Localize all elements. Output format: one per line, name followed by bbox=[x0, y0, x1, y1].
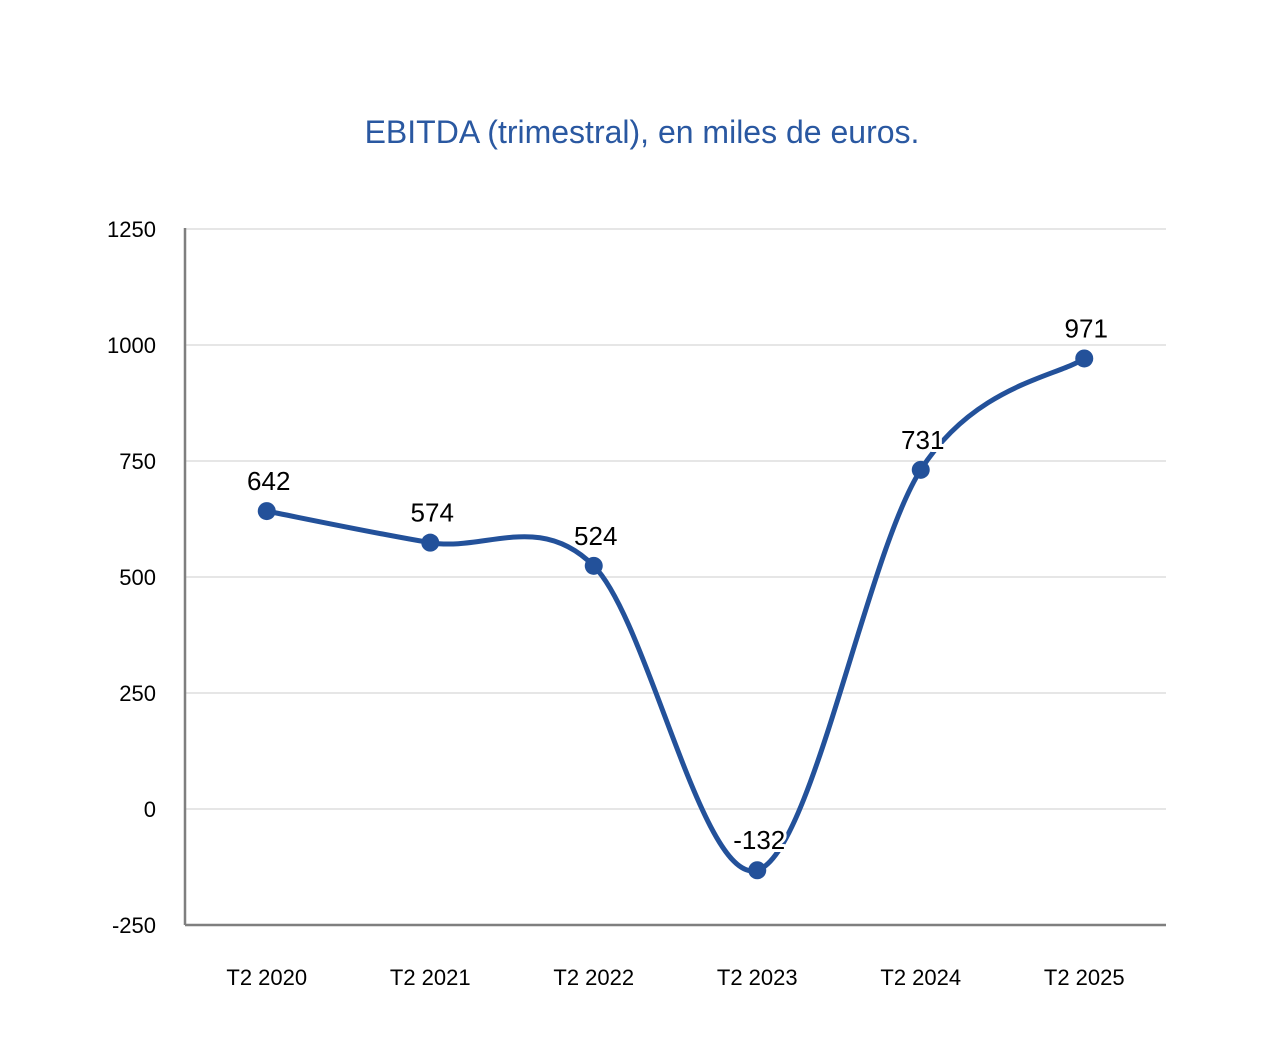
data-labels: 642 574 524 -132 731 971 bbox=[244, 310, 1111, 858]
data-label: -132 bbox=[733, 825, 785, 855]
x-axis-tick-labels: T2 2020 T2 2021 T2 2022 T2 2023 T2 2024 T2 20… bbox=[226, 965, 1124, 990]
series-line-path bbox=[264, 355, 1087, 874]
data-label: 731 bbox=[901, 425, 944, 455]
x-tick-label: T2 2024 bbox=[880, 965, 961, 990]
y-tick-label: -250 bbox=[112, 913, 156, 938]
data-point bbox=[911, 460, 930, 479]
data-point bbox=[1075, 349, 1094, 368]
data-label: 574 bbox=[411, 498, 454, 528]
chart-title: EBITDA (trimestral), en miles de euros. bbox=[365, 114, 920, 150]
y-axis-tick-labels: 1250 1000 750 500 250 0 -250 bbox=[107, 217, 156, 938]
data-point bbox=[257, 502, 276, 521]
series-line bbox=[264, 355, 1087, 874]
y-tick-label: 0 bbox=[144, 797, 156, 822]
data-label: 642 bbox=[247, 466, 290, 496]
x-tick-label: T2 2021 bbox=[390, 965, 471, 990]
y-tick-label: 1000 bbox=[107, 333, 156, 358]
data-point bbox=[748, 861, 767, 880]
y-tick-label: 750 bbox=[119, 449, 156, 474]
gridlines bbox=[185, 228, 1166, 810]
y-tick-label: 250 bbox=[119, 681, 156, 706]
data-point bbox=[421, 533, 440, 552]
data-label: 524 bbox=[574, 521, 617, 551]
x-tick-label: T2 2022 bbox=[553, 965, 634, 990]
axes bbox=[183, 228, 1166, 927]
x-tick-label: T2 2025 bbox=[1044, 965, 1125, 990]
y-tick-label: 500 bbox=[119, 565, 156, 590]
x-tick-label: T2 2020 bbox=[226, 965, 307, 990]
data-point bbox=[584, 556, 603, 575]
y-tick-label: 1250 bbox=[107, 217, 156, 242]
x-tick-label: T2 2023 bbox=[717, 965, 798, 990]
data-label: 971 bbox=[1065, 313, 1108, 343]
data-points bbox=[257, 349, 1094, 880]
